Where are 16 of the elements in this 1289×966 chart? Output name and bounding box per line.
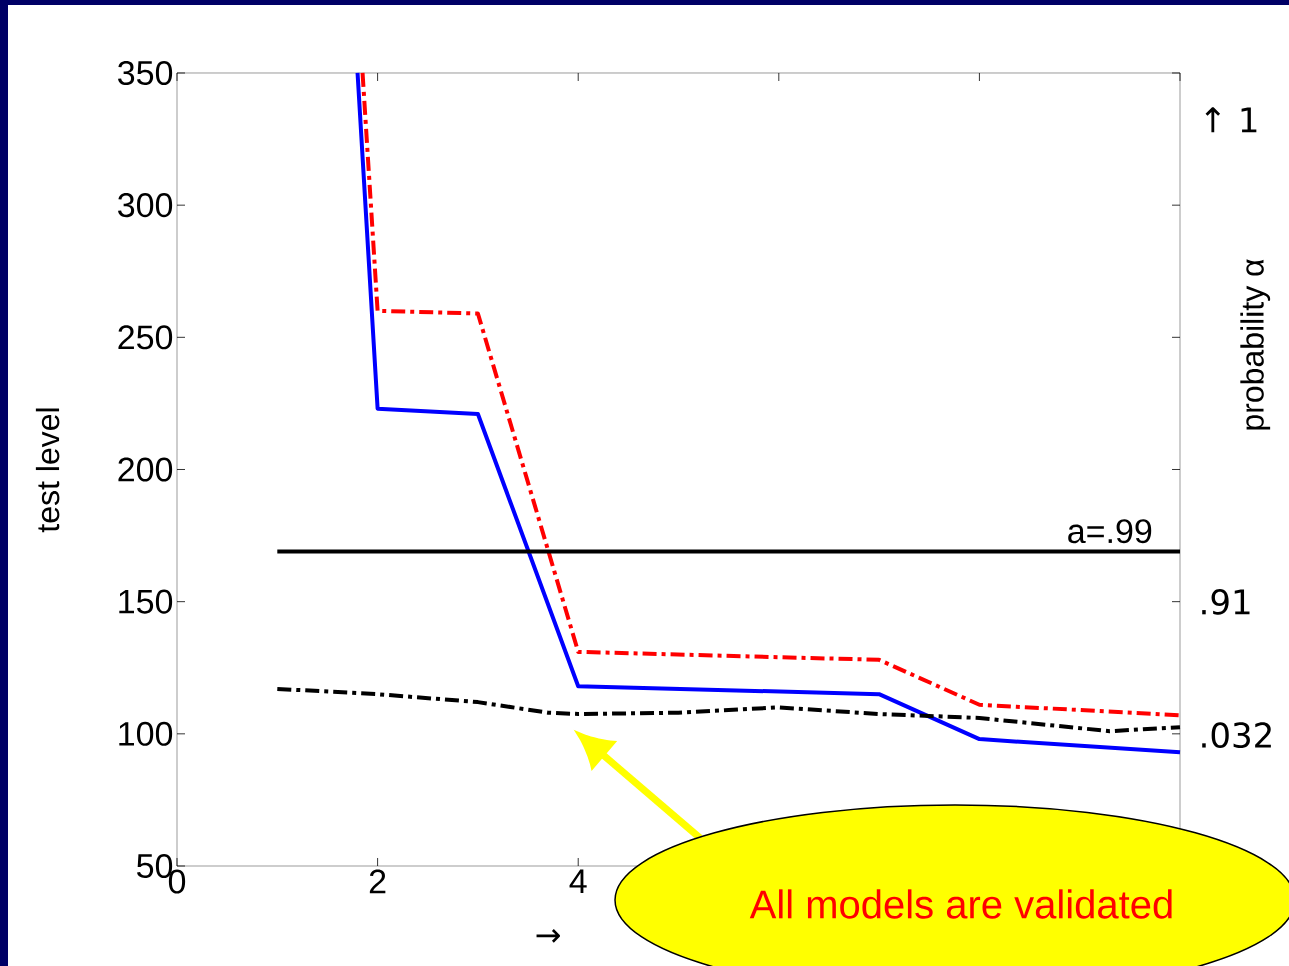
x-axis-title: →: [536, 929, 560, 943]
y-axis-title: test level: [35, 408, 60, 533]
y-tick-label: 300: [118, 193, 173, 218]
annotation: a=.99: [1068, 519, 1152, 544]
y-tick-label: 200: [118, 457, 173, 482]
y-tick-label: 100: [119, 721, 173, 746]
x-tick-label: 4: [569, 869, 587, 893]
y2-axis-title: probability α: [1240, 259, 1271, 430]
text: .032: [1202, 722, 1271, 749]
y-tick-label: 350: [118, 60, 173, 86]
x-tick-label: 2: [369, 869, 386, 894]
text: All models are validated: [749, 889, 1172, 919]
text: ↑ 1: [1205, 107, 1257, 133]
y-tick-label: 150: [119, 589, 173, 614]
y-tick-label: 250: [118, 325, 173, 350]
text: .91: [1202, 589, 1250, 615]
